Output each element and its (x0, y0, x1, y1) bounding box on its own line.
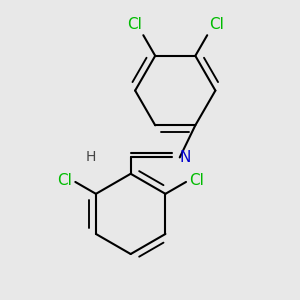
Text: H: H (86, 150, 97, 164)
Text: N: N (180, 150, 191, 165)
Text: Cl: Cl (209, 17, 224, 32)
Text: Cl: Cl (189, 173, 204, 188)
Text: Cl: Cl (58, 173, 72, 188)
Text: Cl: Cl (127, 17, 142, 32)
